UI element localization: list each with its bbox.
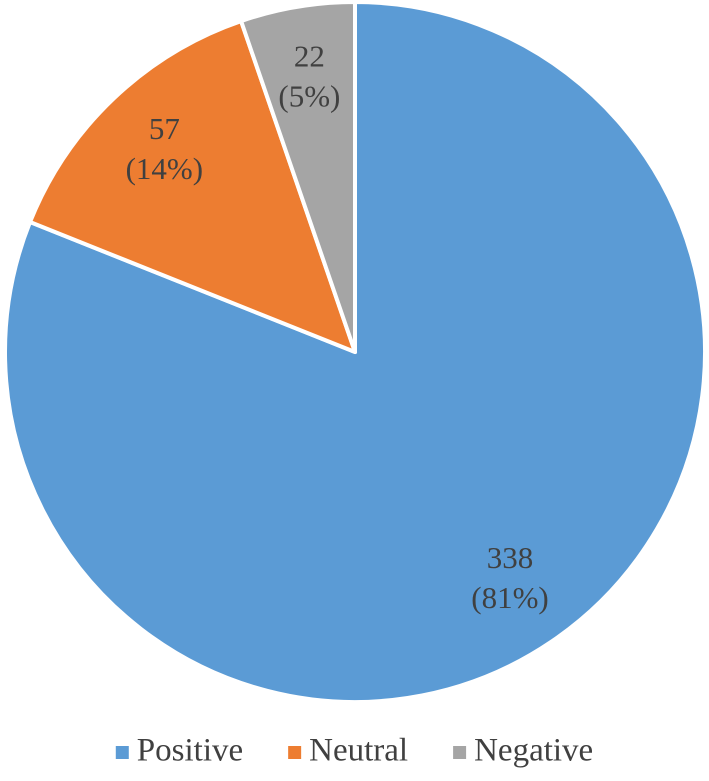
data-label: (5%) bbox=[278, 78, 340, 113]
legend-swatch bbox=[288, 746, 302, 759]
pie-slice bbox=[239, 0, 357, 354]
legend-swatch bbox=[453, 746, 467, 759]
data-label: (14%) bbox=[126, 151, 203, 186]
data-label: 22 bbox=[294, 38, 325, 73]
data-label: (81%) bbox=[471, 580, 548, 615]
data-label: 57 bbox=[149, 111, 180, 146]
legend: Positive Neutral Negative bbox=[115, 733, 593, 769]
legend-label: Neutral bbox=[309, 733, 408, 769]
legend-label: Positive bbox=[137, 733, 243, 769]
pie-slice bbox=[28, 19, 357, 354]
legend-label: Negative bbox=[474, 733, 593, 769]
data-label: 338 bbox=[487, 540, 534, 575]
legend-swatch bbox=[115, 746, 129, 759]
